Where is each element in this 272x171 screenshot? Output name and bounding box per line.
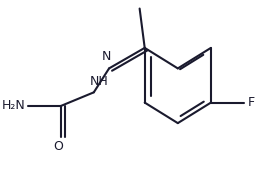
Text: N: N <box>102 50 111 63</box>
Text: H₂N: H₂N <box>1 99 25 112</box>
Text: NH: NH <box>89 75 108 88</box>
Text: F: F <box>248 96 255 109</box>
Text: O: O <box>53 140 63 153</box>
